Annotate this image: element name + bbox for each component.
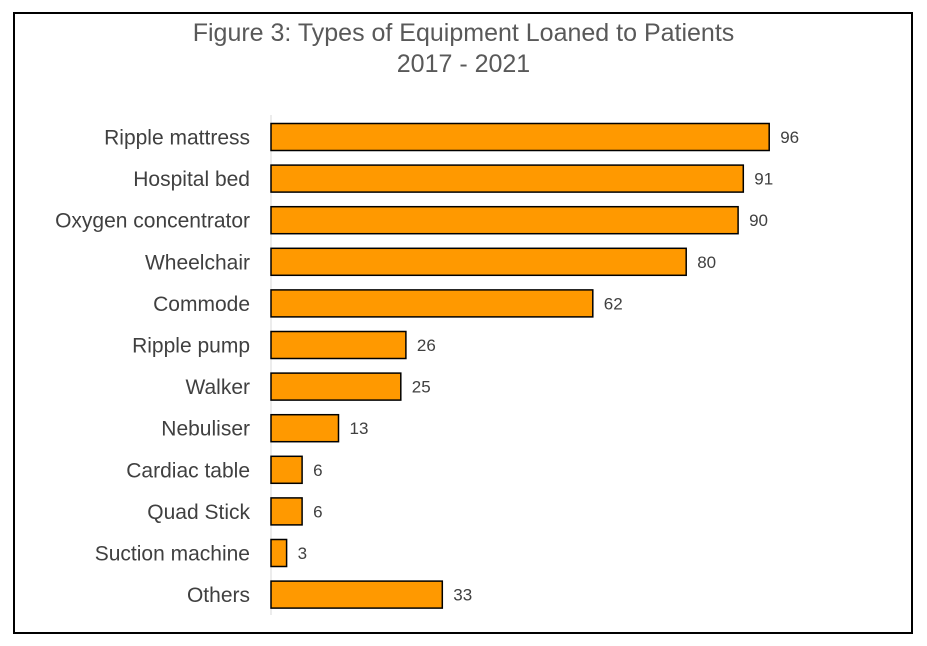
category-label: Suction machine	[95, 543, 250, 566]
data-label: 62	[604, 294, 623, 313]
data-label: 13	[350, 419, 369, 438]
category-label: Ripple mattress	[104, 127, 250, 150]
bar-quad-stick	[270, 497, 303, 526]
data-label: 25	[412, 378, 431, 397]
bar-ripple-mattress	[270, 122, 770, 152]
category-label: Cardiac table	[126, 459, 250, 482]
bar-oxygen-concentrator	[270, 205, 739, 235]
data-label: 96	[780, 128, 799, 147]
data-label: 3	[298, 544, 307, 563]
category-label: Hospital bed	[133, 168, 250, 191]
category-label: Nebuliser	[161, 418, 250, 441]
bar-wheelchair	[270, 247, 687, 277]
category-label: Oxygen concentrator	[55, 210, 250, 233]
bar-nebuliser	[270, 413, 340, 443]
category-label: Ripple pump	[132, 335, 250, 358]
category-label: Commode	[153, 293, 250, 316]
category-label: Quad Stick	[147, 501, 250, 524]
data-label: 33	[453, 586, 472, 605]
chart-title: Figure 3: Types of Equipment Loaned to P…	[192, 19, 735, 47]
bar-hospital-bed	[270, 164, 745, 193]
chart-subtitle: 2017 - 2021	[396, 50, 531, 78]
bar-ripple-pump	[270, 330, 407, 360]
category-label: Walker	[185, 376, 250, 399]
bar-walker	[270, 372, 402, 401]
data-label: 6	[313, 502, 322, 521]
data-label: 26	[417, 336, 436, 355]
chart-frame	[13, 12, 913, 634]
data-label: 80	[697, 253, 716, 272]
data-label: 91	[754, 170, 773, 189]
category-label: Wheelchair	[145, 251, 250, 274]
bar-others	[270, 580, 444, 609]
data-label: 90	[749, 211, 768, 230]
category-label: Others	[187, 584, 250, 607]
data-label: 6	[313, 461, 322, 480]
bar-suction-machine	[270, 538, 288, 568]
bar-cardiac-table	[270, 455, 303, 485]
bar-commode	[270, 289, 594, 318]
chart-title-block: Figure 3: Types of Equipment Loaned to P…	[0, 18, 927, 80]
